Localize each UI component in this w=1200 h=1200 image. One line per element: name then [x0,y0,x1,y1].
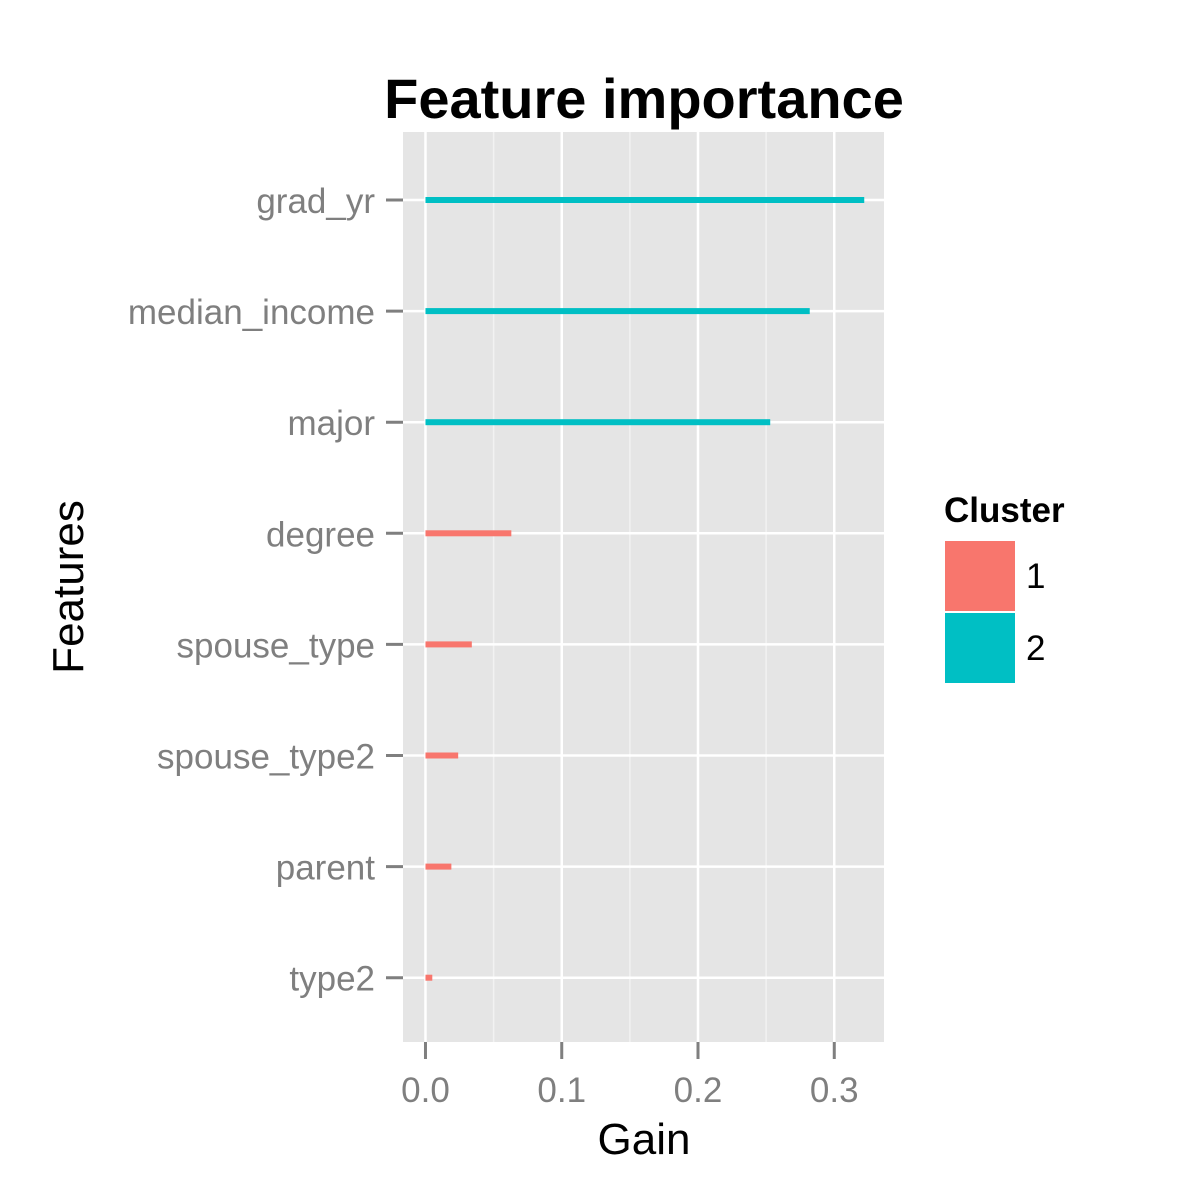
bar-median_income [425,308,810,315]
legend-label-2: 2 [1026,629,1045,668]
y-axis-title: Features [44,500,93,674]
bar-parent [425,863,452,870]
x-tick-label-1: 0.1 [537,1071,586,1110]
legend-key-2 [943,611,1017,685]
legend-items: 12 [943,539,1045,685]
bar-type2 [425,974,433,981]
x-axis-title: Gain [598,1115,691,1164]
plot-panel [403,132,884,1042]
y-tick-label-parent: parent [276,849,376,888]
y-tick-label-major: major [287,404,375,443]
legend: Cluster 12 [943,491,1065,685]
y-tick-label-median_income: median_income [128,293,375,332]
y-tick-label-grad_yr: grad_yr [256,182,375,221]
bar-degree [425,530,512,537]
y-tick-label-spouse_type: spouse_type [177,626,375,665]
bar-spouse_type2 [425,752,459,759]
bar-major [425,419,771,426]
x-tick-label-2: 0.2 [674,1071,723,1110]
bar-grad_yr [425,197,865,203]
minor-gridlines [492,132,767,1042]
chart-title: Feature importance [384,67,904,130]
y-tick-label-degree: degree [266,515,375,554]
x-axis: 0.0 0.1 0.2 0.3 [401,1042,859,1110]
bar-spouse_type [425,641,472,648]
legend-key-1 [943,539,1017,613]
bars [425,197,865,981]
y-tick-label-spouse_type2: spouse_type2 [157,738,375,777]
x-tick-label-0: 0.0 [401,1071,450,1110]
legend-title: Cluster [944,491,1065,530]
legend-label-1: 1 [1026,557,1045,596]
x-tick-label-3: 0.3 [810,1071,859,1110]
y-tick-label-type2: type2 [289,960,375,999]
